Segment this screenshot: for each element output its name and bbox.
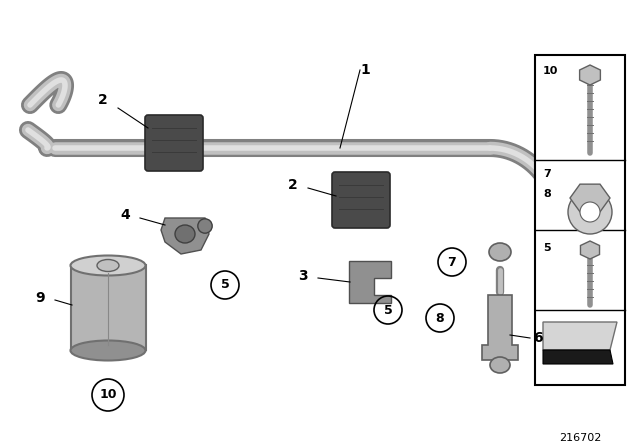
- Text: 10: 10: [99, 388, 116, 401]
- Text: 7: 7: [447, 255, 456, 268]
- Text: 4: 4: [120, 208, 130, 222]
- Ellipse shape: [70, 340, 145, 361]
- Text: 10: 10: [543, 66, 558, 76]
- Text: 8: 8: [436, 311, 444, 324]
- Ellipse shape: [175, 225, 195, 243]
- Polygon shape: [161, 218, 209, 254]
- Polygon shape: [543, 322, 617, 350]
- Bar: [535, 55, 625, 385]
- Text: 2: 2: [288, 178, 298, 192]
- FancyBboxPatch shape: [332, 172, 390, 228]
- Ellipse shape: [489, 243, 511, 261]
- Polygon shape: [543, 350, 613, 364]
- Polygon shape: [580, 241, 600, 259]
- Ellipse shape: [97, 259, 119, 271]
- Polygon shape: [482, 295, 518, 360]
- Bar: [70, 266, 145, 350]
- Text: 5: 5: [383, 303, 392, 316]
- Text: 5: 5: [221, 279, 229, 292]
- Text: 8: 8: [543, 189, 551, 199]
- Text: 7: 7: [543, 169, 551, 179]
- Text: 3: 3: [298, 269, 308, 283]
- Polygon shape: [570, 184, 610, 212]
- Circle shape: [580, 202, 600, 222]
- FancyBboxPatch shape: [145, 115, 203, 171]
- Text: 2: 2: [99, 93, 108, 107]
- Text: 216702: 216702: [559, 433, 601, 443]
- Circle shape: [568, 190, 612, 234]
- Circle shape: [198, 219, 212, 233]
- Ellipse shape: [490, 357, 510, 373]
- Text: 5: 5: [543, 243, 550, 253]
- Text: 1: 1: [360, 63, 370, 77]
- Text: 9: 9: [35, 291, 45, 305]
- Ellipse shape: [70, 255, 145, 276]
- Polygon shape: [349, 261, 391, 303]
- Polygon shape: [580, 65, 600, 85]
- Text: 6: 6: [533, 331, 543, 345]
